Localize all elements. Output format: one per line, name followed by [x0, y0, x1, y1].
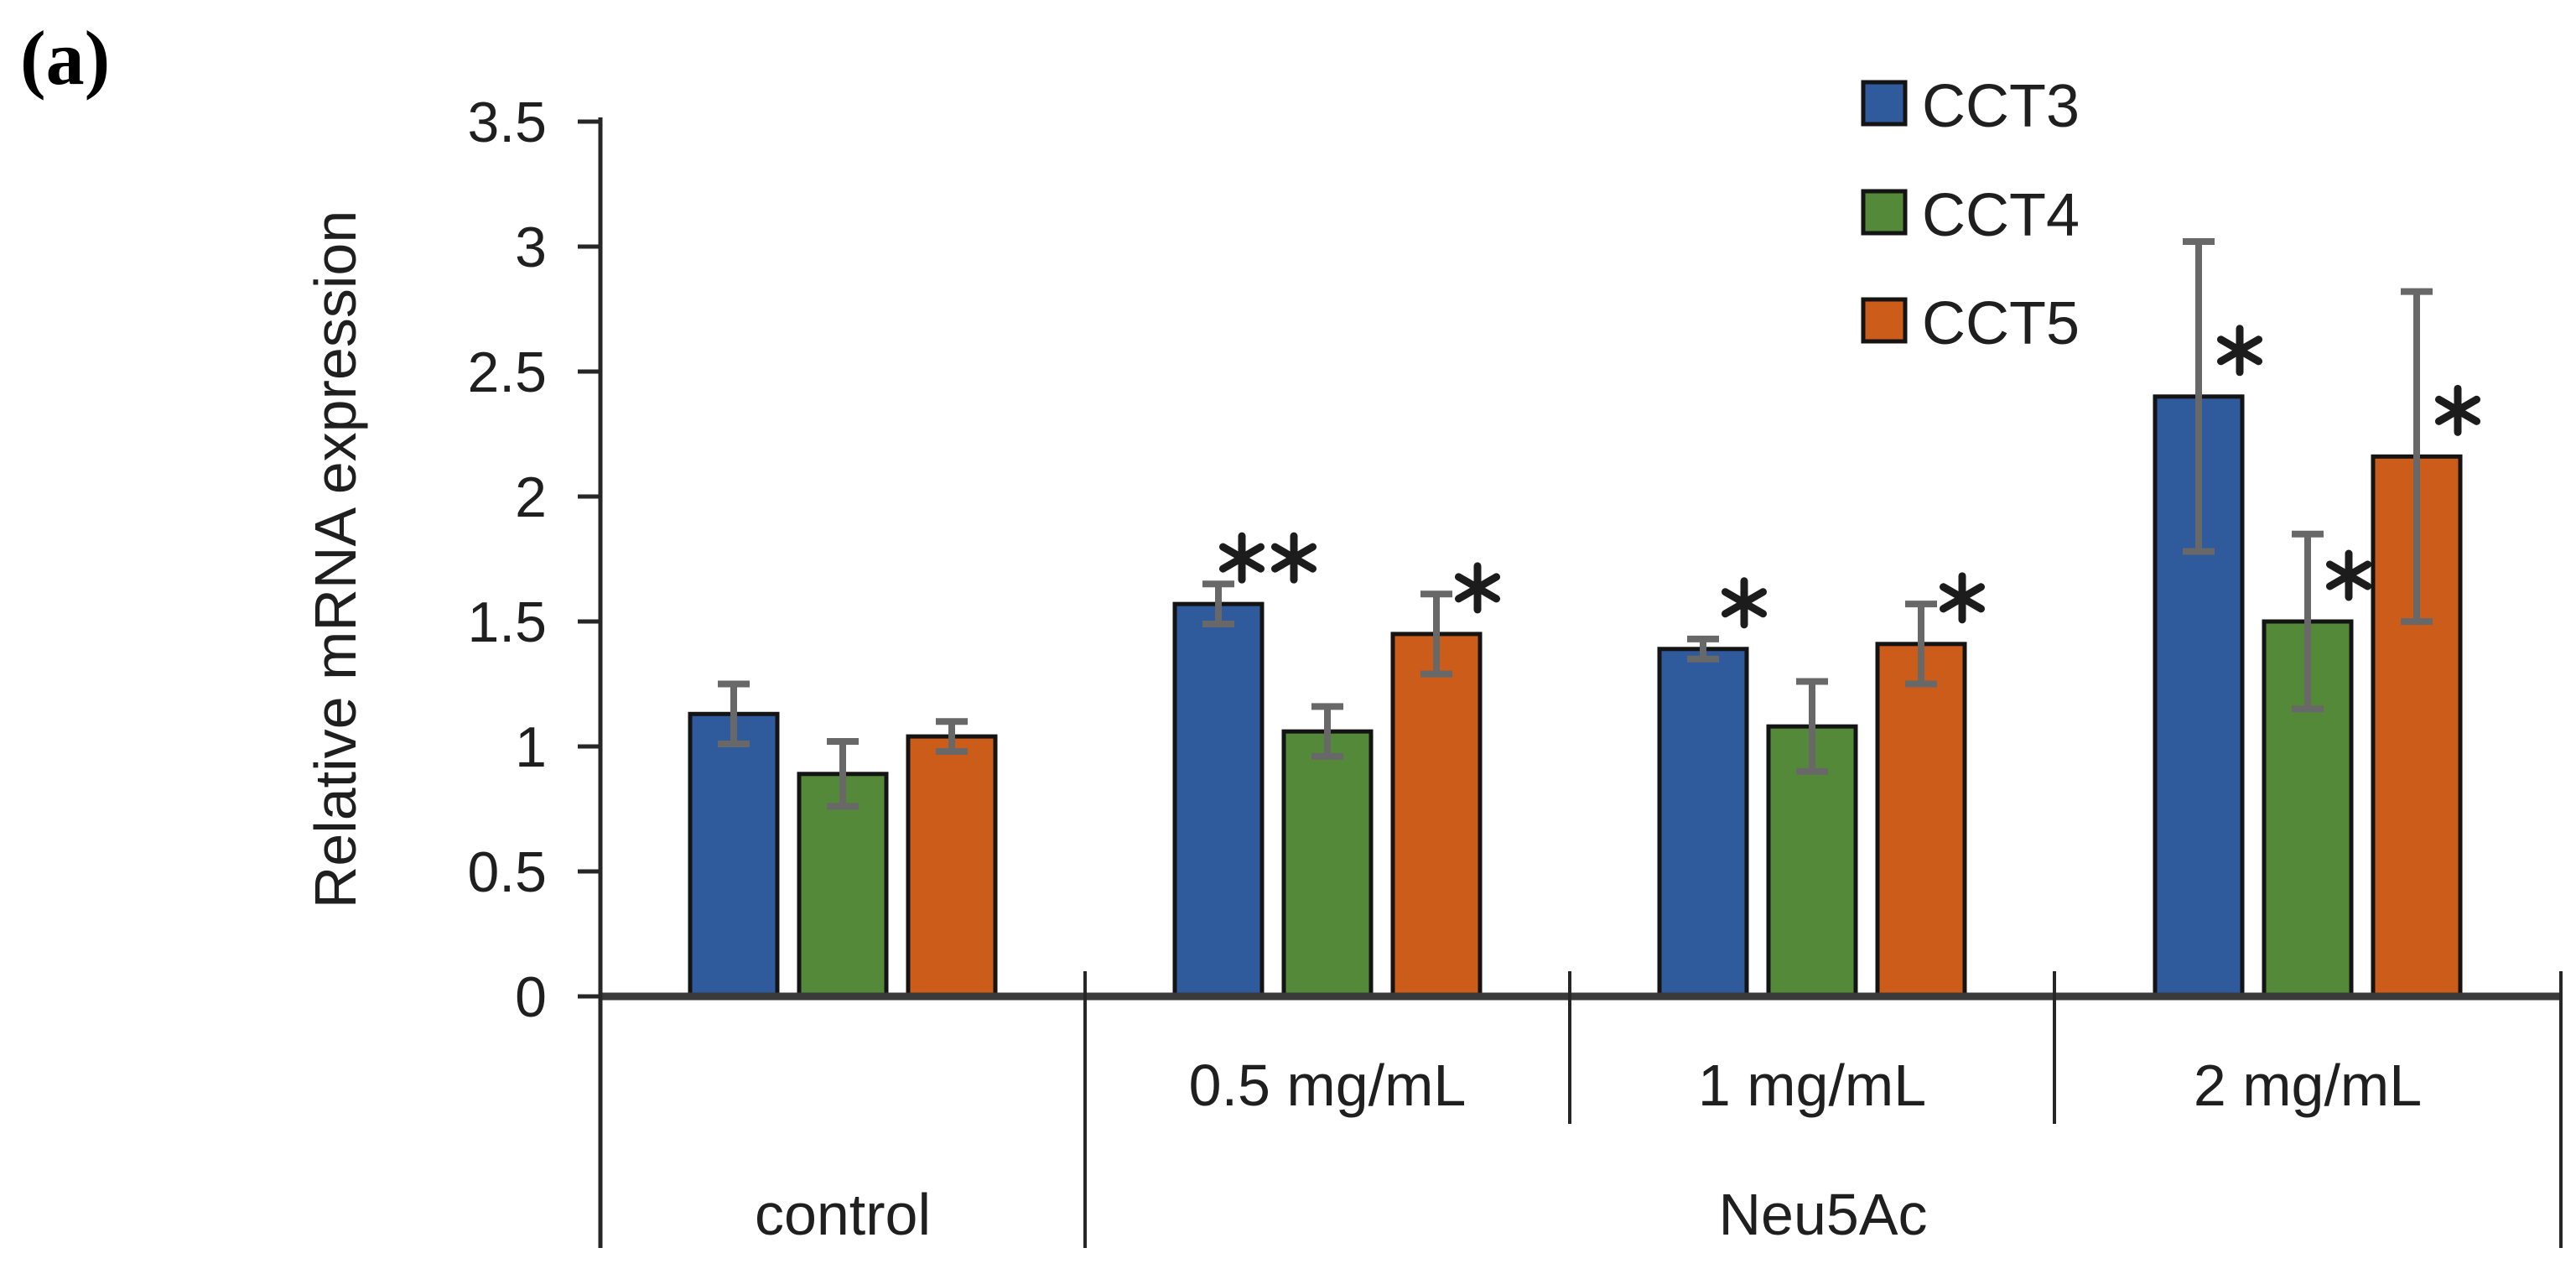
- group-label-control: control: [755, 1182, 931, 1247]
- legend-swatch-cct3: [1861, 80, 1908, 127]
- bar-cct4-2-mg-ml: [2262, 619, 2354, 999]
- asterisk-spoke: [2434, 395, 2481, 425]
- legend-label-cct4: CCT4: [1922, 182, 2080, 249]
- bar-cct4-0-5-mg-ml: [1281, 729, 1374, 999]
- y-tick-label: 3: [515, 216, 547, 279]
- y-tick-label: 1.5: [467, 590, 547, 654]
- asterisk-spoke: [1939, 583, 1986, 613]
- asterisk-spoke: [1270, 543, 1317, 573]
- group-label-neu5ac: Neu5Ac: [1718, 1182, 1927, 1247]
- y-tick-label: 2: [515, 465, 547, 529]
- significance-marker-cct4-2-mg-ml: [2325, 549, 2372, 601]
- error-bar-cct5-0-5-mg-ml: [1420, 590, 1452, 678]
- asterisk-spoke: [2216, 335, 2263, 366]
- asterisk-spoke: [1454, 573, 1501, 603]
- category-label-0-5-mg-ml: 0.5 mg/mL: [1189, 1053, 1467, 1118]
- error-bar-cct5-control: [936, 718, 968, 755]
- error-bar-cct3-1-mg-ml: [1687, 635, 1719, 663]
- error-bar-cct3-0-5-mg-ml: [1202, 580, 1234, 627]
- bar-cct5-1-mg-ml: [1875, 642, 1967, 999]
- legend-label-cct5: CCT5: [1922, 290, 2080, 357]
- panel-label: (a): [20, 15, 110, 101]
- asterisk-spoke: [1721, 588, 1768, 618]
- significance-marker-cct5-2-mg-ml: [2434, 384, 2481, 436]
- significance-marker-cct3-0-5-mg-ml: [1270, 532, 1317, 584]
- y-tick-label: 1: [515, 715, 547, 779]
- error-bar-cct4-1-mg-ml: [1796, 678, 1828, 775]
- error-bar-cct5-1-mg-ml: [1905, 601, 1937, 688]
- significance-marker-cct5-1-mg-ml: [1939, 572, 1986, 624]
- bar-cct3-0-5-mg-ml: [1172, 601, 1265, 999]
- bar-cct5-0-5-mg-ml: [1390, 632, 1483, 999]
- legend-swatch-cct4: [1861, 189, 1908, 236]
- asterisk-spoke: [2325, 560, 2372, 590]
- significance-marker-cct3-1-mg-ml: [1721, 577, 1768, 629]
- error-bar-cct5-2-mg-ml: [2401, 288, 2433, 625]
- y-axis-title: Relative mRNA expression: [303, 211, 368, 909]
- error-bar-cct3-control: [718, 680, 750, 748]
- significance-marker-cct5-0-5-mg-ml: [1454, 562, 1501, 614]
- error-bar-cct3-2-mg-ml: [2183, 238, 2215, 555]
- category-label-2-mg-ml: 2 mg/mL: [2194, 1053, 2422, 1118]
- y-tick-label: 2.5: [467, 341, 547, 404]
- y-tick-label: 0: [515, 965, 547, 1029]
- bar-cct3-1-mg-ml: [1657, 647, 1749, 999]
- significance-marker-cct3-2-mg-ml: [2216, 325, 2263, 377]
- bar-cct3-control: [688, 711, 780, 999]
- legend-label-cct3: CCT3: [1922, 73, 2080, 140]
- error-bar-cct4-0-5-mg-ml: [1311, 703, 1343, 760]
- error-bar-cct4-2-mg-ml: [2292, 530, 2324, 713]
- y-tick-label: 3.5: [467, 91, 547, 154]
- legend-swatch-cct5: [1861, 297, 1908, 344]
- error-bar-cct4-control: [827, 738, 859, 810]
- asterisk-spoke: [1218, 543, 1265, 573]
- y-tick-label: 0.5: [467, 840, 547, 904]
- bar-cct5-control: [906, 734, 998, 999]
- category-label-1-mg-ml: 1 mg/mL: [1698, 1053, 1926, 1118]
- significance-marker-cct3-0-5-mg-ml: [1218, 532, 1265, 584]
